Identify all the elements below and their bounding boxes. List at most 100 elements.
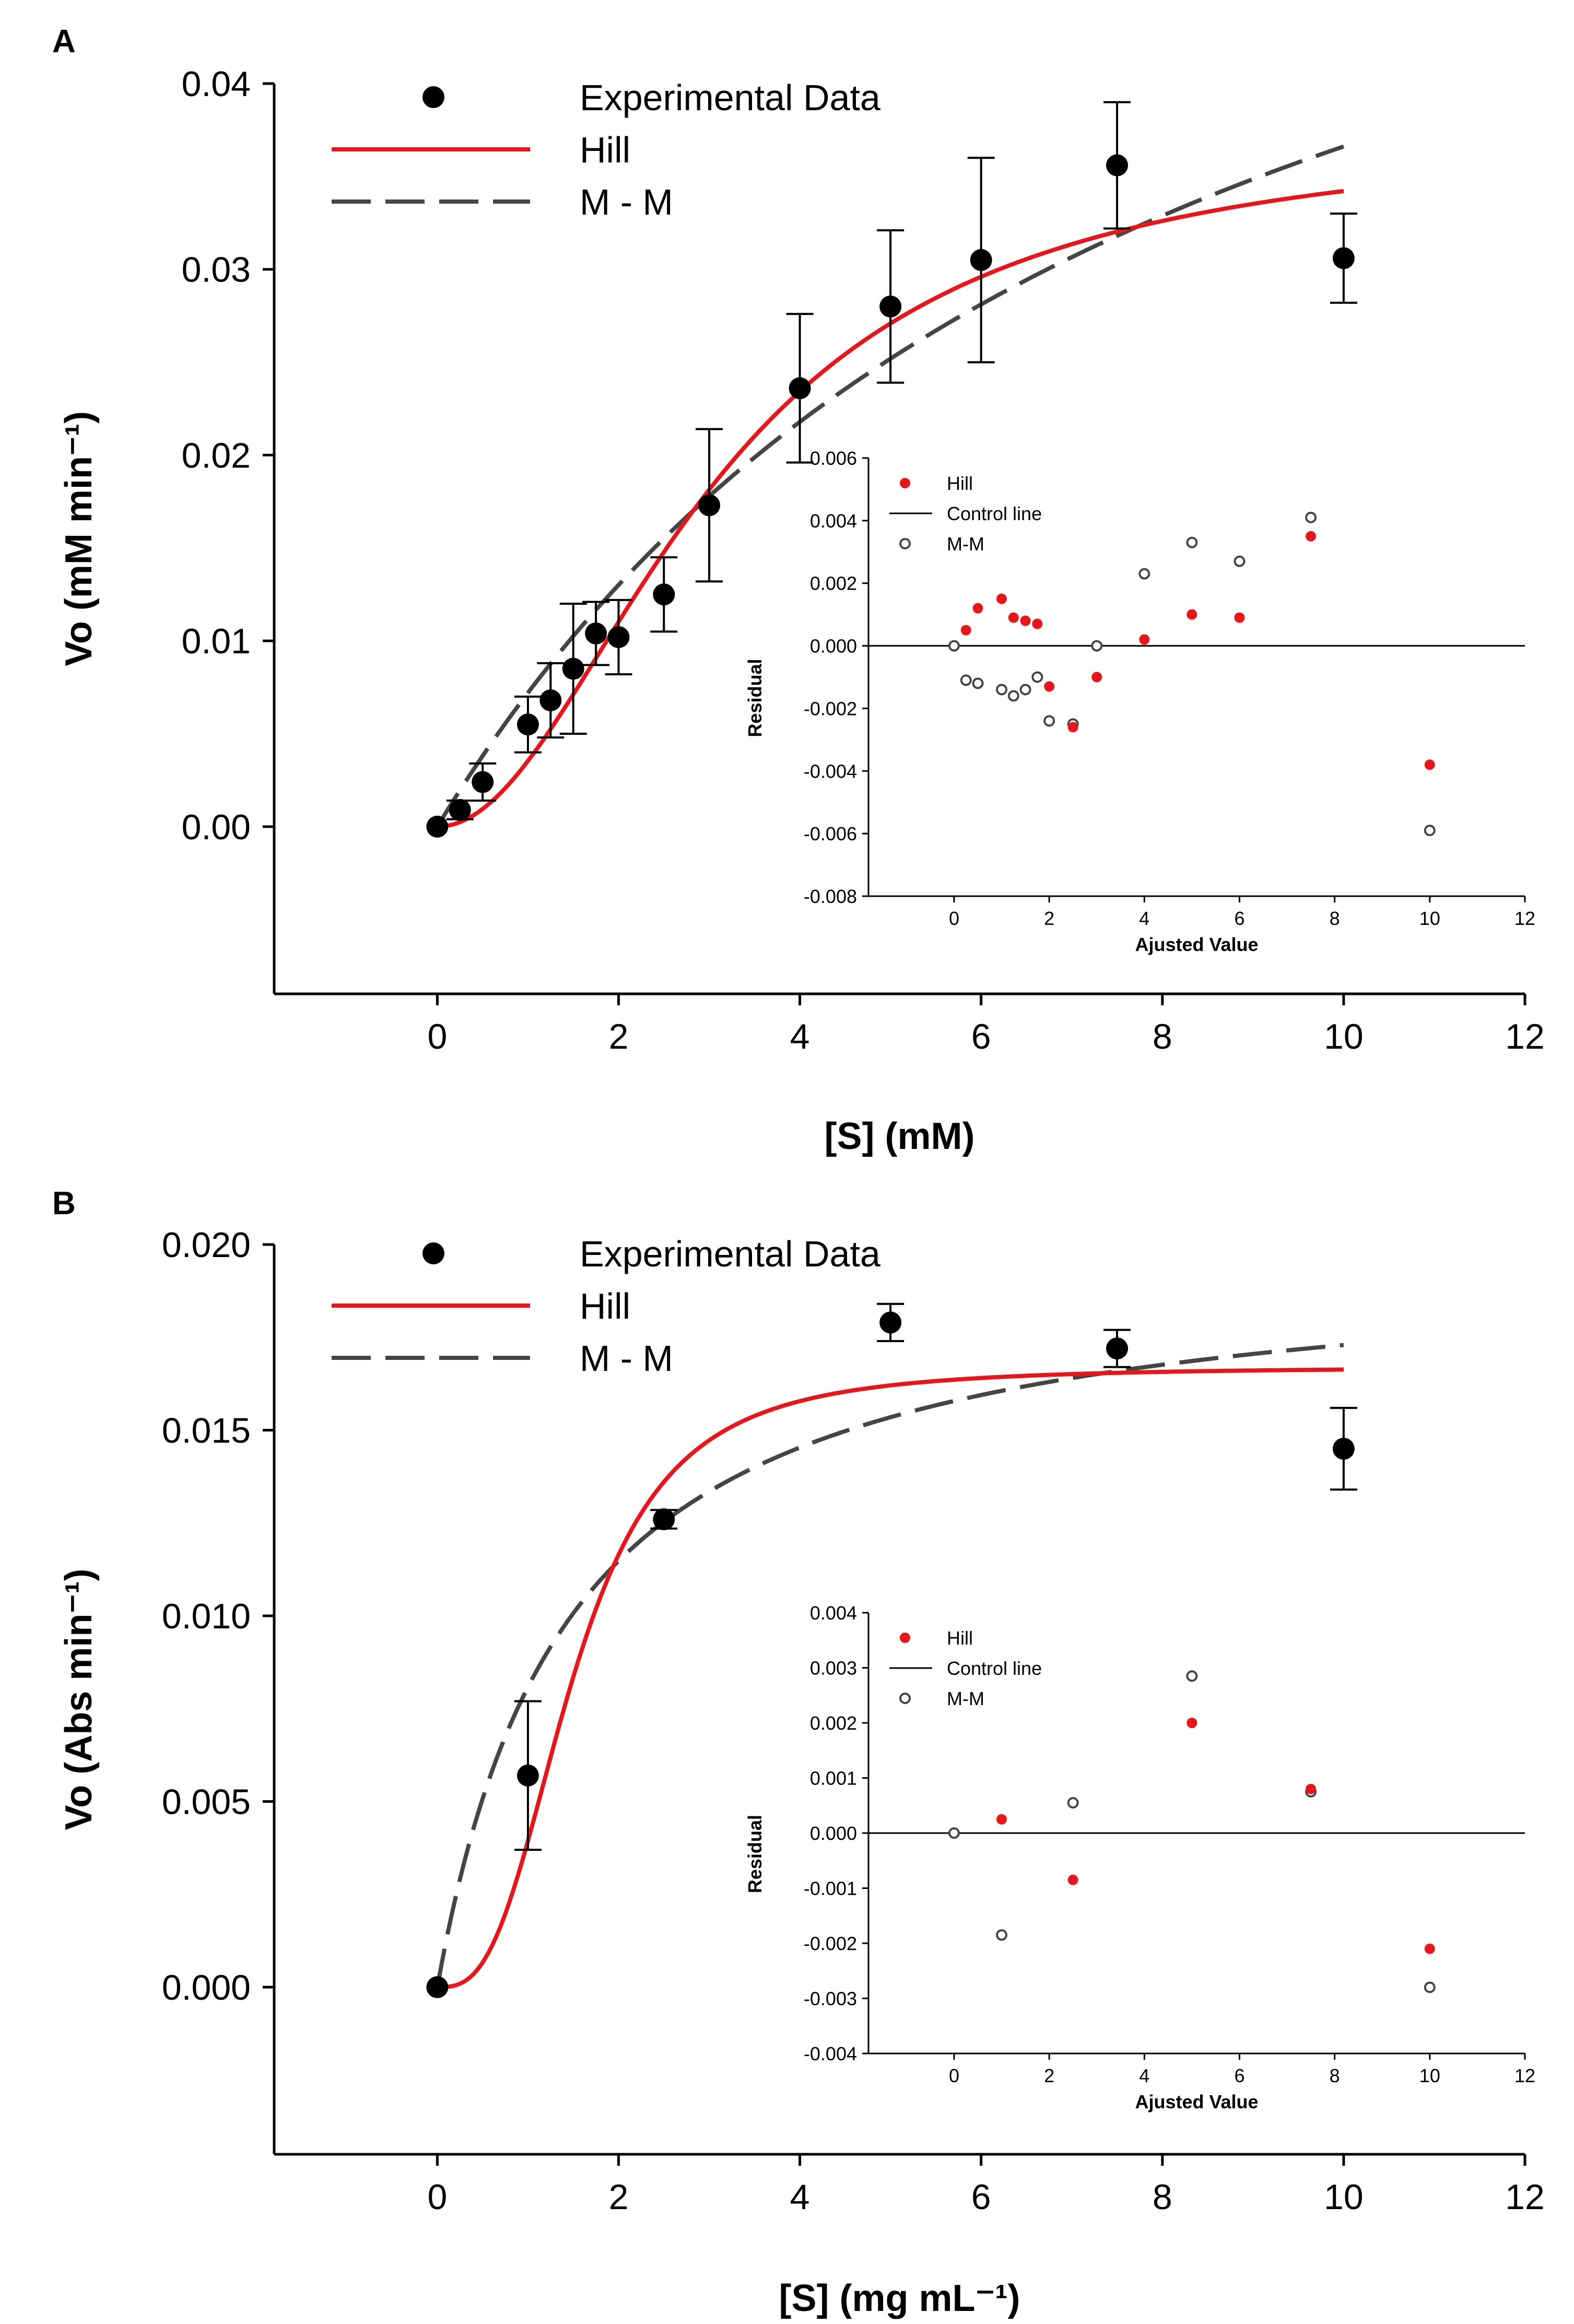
hill-residual-point [972,603,983,614]
y-tick-label: 0.01 [182,621,251,661]
hill-residual-point [1187,609,1197,620]
inset-y-tick-label: -0.002 [804,1933,857,1954]
inset-legend-label-mm: M-M [947,533,984,555]
inset-y-tick-label: -0.006 [804,823,857,844]
data-point [426,1976,449,1999]
y-tick-label: 0.020 [162,1225,251,1265]
mm-residual-point [1305,511,1317,523]
y-tick-label: 0.04 [182,64,251,104]
mm-residual-point [1007,690,1019,702]
inset-x-tick-label: 8 [1330,2065,1340,2086]
panel-label: B [52,1186,76,1222]
inset-x-axis-title: Ajusted Value [1135,2091,1258,2112]
mm-residual-point [972,677,984,689]
inset-legend-label-hill: Hill [947,473,973,494]
legend: Experimental Data Hill M - M [332,77,880,222]
data-point [879,1311,902,1334]
mm-residual-point [1234,555,1246,567]
hill-residual-point [996,1814,1007,1825]
mm-residual-point [1424,1981,1436,1993]
inset-x-tick-label: 2 [1044,908,1054,929]
x-tick-label: 6 [971,1017,991,1057]
mm-residual-point [1424,825,1436,837]
x-tick-label: 0 [427,2177,447,2217]
hill-residual-point [1306,1783,1317,1794]
inset-x-tick-label: 8 [1330,908,1340,929]
y-axis-title: Vo (Abs min⁻¹) [58,1569,100,1830]
y-tick-label: 0.00 [182,807,251,847]
legend-label-experimental: Experimental Data [580,77,880,118]
data-point [562,658,584,680]
inset-y-axis-title: Residual [744,659,766,737]
mm-residual-point [1186,1670,1198,1682]
data-point [607,626,630,649]
x-tick-label: 12 [1505,1017,1545,1057]
inset-y-tick-label: 0.002 [810,573,857,594]
x-tick-label: 2 [609,1017,629,1057]
inset-x-tick-label: 4 [1139,908,1149,929]
mm-residual-point [1031,671,1043,683]
inset-x-tick-label: 6 [1234,2065,1244,2086]
x-tick-label: 8 [1153,2177,1172,2217]
mm-residual-point [996,1929,1008,1941]
x-axis-title: [S] (mg mL⁻¹) [779,2278,1020,2319]
inset-y-tick-label: -0.003 [804,1988,857,2010]
hill-residual-point [1020,615,1031,626]
inset-y-tick-label: -0.001 [804,1878,857,1899]
inset-legend-label-control: Control line [947,503,1042,524]
panel-b: B 0 2 4 6 8 10 12 0.000 0.005 0.010 0.015 0.020 [S] (… [52,1186,1545,2319]
hill-residual-point [996,593,1007,604]
mm-residual-point [1186,536,1198,548]
inset-legend-marker-hill [900,1633,910,1643]
hill-residual-point [1044,681,1055,692]
y-tick-label: 0.02 [182,436,251,475]
data-point [585,622,607,644]
hill-residual-point [1306,531,1317,542]
hill-residual-point [1234,612,1245,623]
x-tick-label: 8 [1153,1017,1172,1057]
x-tick-label: 12 [1505,2177,1545,2217]
data-point [516,1764,539,1787]
hill-residual-point [1139,634,1150,645]
inset-legend: Hill Control line M-M [889,473,1042,555]
residual-inset: 0 2 4 6 8 10 12 -0.004 -0.003 -0.002 -0.001 0.000 0.… [744,1602,1535,2112]
inset-y-tick-label: -0.004 [804,760,857,782]
y-tick-label: 0.015 [162,1411,251,1451]
x-tick-label: 2 [609,2177,629,2217]
x-tick-label: 10 [1324,2177,1364,2217]
y-axis-title: Vo (mM min⁻¹) [58,411,100,666]
y-tick-label: 0.010 [162,1597,251,1636]
inset-x-tick-label: 0 [949,908,959,929]
inset-y-tick-label: -0.008 [804,886,857,907]
inset-legend-marker-mm [899,538,911,549]
mm-residual-point [1019,684,1031,696]
mm-residual-point [948,640,960,652]
x-tick-label: 10 [1324,1017,1364,1057]
inset-y-tick-label: -0.002 [804,698,857,719]
hill-residual-point [1008,612,1019,623]
inset-y-axis-title: Residual [744,1815,766,1893]
mm-fit-curve [435,1343,1344,1988]
data-point [472,771,494,793]
inset-legend-marker-hill [900,478,910,488]
inset-x-tick-label: 12 [1514,2065,1535,2086]
inset-x-tick-label: 10 [1419,2065,1440,2086]
hill-residual-point [960,625,971,636]
legend-label-hill: Hill [580,130,630,170]
legend-marker-experimental [422,86,444,108]
legend-label-mm: M - M [580,1338,673,1379]
legend-label-hill: Hill [580,1286,630,1327]
data-point [789,377,811,400]
hill-residual-point [1067,1874,1078,1885]
inset-y-tick-label: 0.003 [810,1658,857,1679]
inset-legend-label-hill: Hill [947,1627,973,1649]
data-point [516,713,539,736]
mm-residual-point [996,684,1008,696]
inset-y-tick-label: 0.004 [810,1602,857,1624]
inset-legend: Hill Control line M-M [889,1627,1042,1709]
mm-residual-point [1138,568,1150,580]
data-point [653,1508,675,1531]
inset-x-tick-label: 12 [1514,908,1535,929]
mm-residual-point [1067,1797,1079,1809]
panel-label: A [52,24,76,60]
